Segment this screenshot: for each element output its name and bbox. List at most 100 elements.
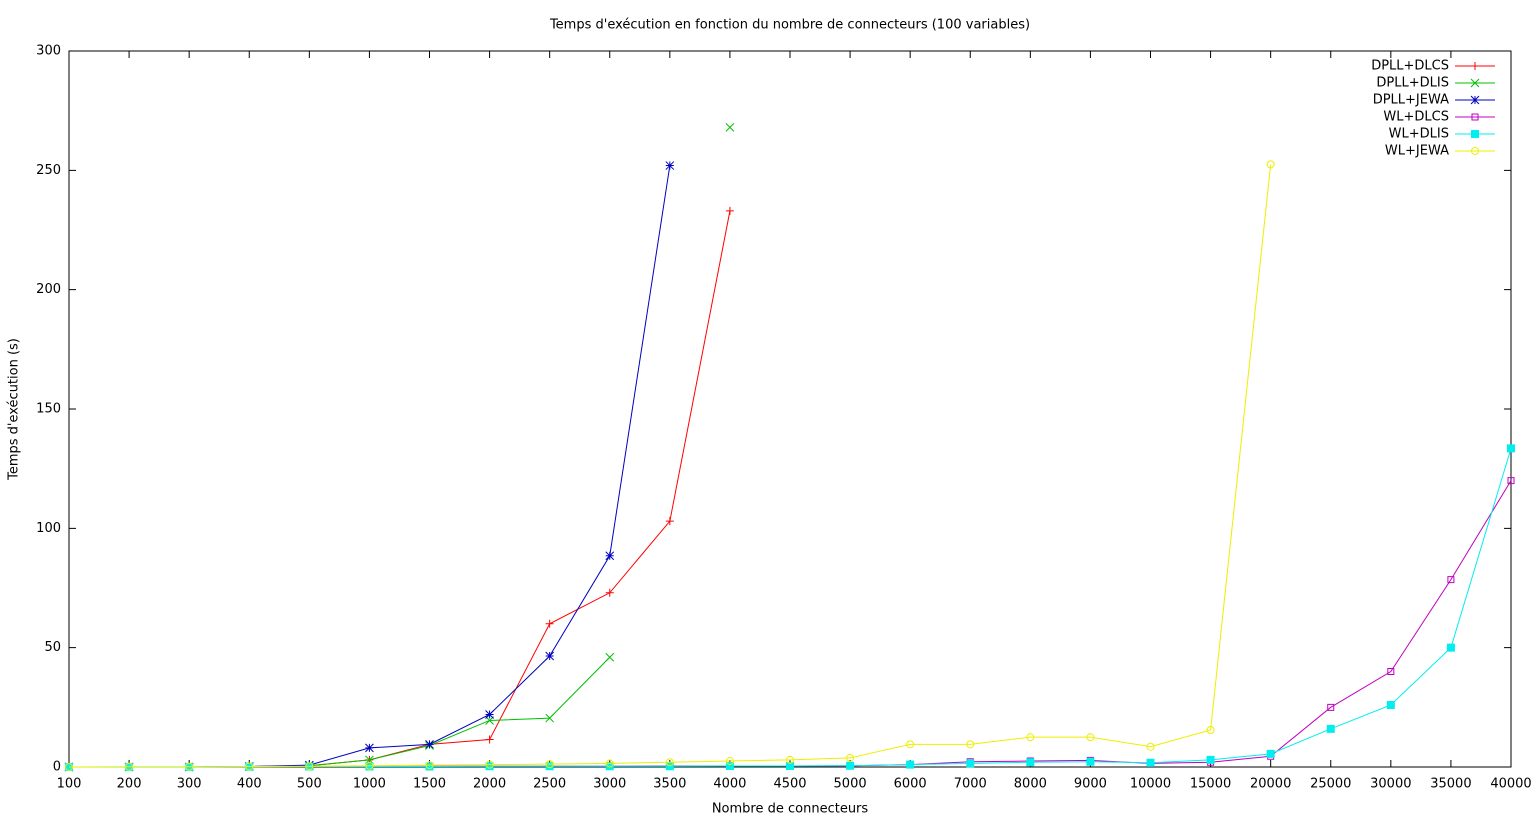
marker (605, 652, 615, 662)
x-tick-label: 1000 (353, 777, 386, 792)
x-tick-label: 300 (177, 777, 202, 792)
marker (185, 762, 194, 771)
marker (966, 759, 975, 768)
marker (725, 757, 734, 766)
marker (1326, 724, 1335, 733)
marker (1266, 160, 1275, 169)
plot-frame (68, 50, 1512, 768)
x-tick-label: 7000 (954, 777, 987, 792)
series-line (69, 127, 730, 767)
x-tick-label: 5000 (834, 777, 867, 792)
series-line (69, 480, 1512, 768)
marker (545, 651, 555, 661)
marker (665, 758, 674, 767)
marker (605, 551, 615, 561)
marker (1086, 733, 1095, 742)
x-tick-label: 500 (297, 777, 322, 792)
marker (485, 710, 494, 719)
marker (245, 762, 254, 771)
x-tick-label: 400 (237, 777, 262, 792)
marker (725, 206, 734, 215)
legend-label: WL+DLIS (1389, 127, 1449, 142)
marker (665, 762, 674, 771)
marker (665, 161, 675, 170)
marker (1470, 95, 1480, 105)
legend-label: WL+DLCS (1383, 110, 1449, 125)
legend-label: DPLL+JEWA (1373, 93, 1449, 108)
marker (65, 763, 74, 771)
marker (906, 760, 915, 769)
x-tick-label: 200 (117, 777, 142, 792)
x-tick-label: 8000 (1014, 777, 1047, 792)
marker (1471, 130, 1479, 138)
marker (1470, 78, 1480, 88)
marker (1146, 758, 1155, 767)
marker (365, 743, 374, 753)
series-line (68, 164, 1272, 768)
x-tick-label: 4500 (773, 777, 806, 792)
marker (485, 760, 494, 769)
marker (425, 761, 434, 770)
marker (1026, 733, 1035, 742)
marker (1026, 758, 1035, 767)
x-axis-label: Nombre de connecteurs (712, 802, 869, 817)
x-tick-label: 15000 (1190, 777, 1231, 792)
marker (1386, 700, 1395, 709)
legend-label: DPLL+DLIS (1376, 76, 1449, 91)
marker (1327, 703, 1335, 711)
marker (725, 123, 735, 132)
marker (605, 762, 614, 771)
marker (1146, 742, 1155, 751)
marker (1471, 62, 1479, 70)
x-tick-label: 40000 (1490, 777, 1531, 792)
x-tick-label: 25000 (1310, 777, 1351, 792)
marker (1086, 757, 1095, 766)
marker (786, 755, 795, 764)
marker (1206, 726, 1215, 734)
y-axis-label: Temps d'exécution (s) (7, 338, 22, 481)
x-tick-label: 6000 (894, 777, 927, 792)
marker (1471, 147, 1480, 155)
marker (365, 755, 374, 765)
marker (485, 735, 494, 744)
marker (305, 762, 314, 771)
marker (1471, 113, 1479, 121)
legend-label: DPLL+DLCS (1371, 59, 1449, 74)
x-tick-label: 4000 (713, 777, 746, 792)
series-line (69, 165, 671, 768)
marker (1447, 576, 1455, 584)
marker (1206, 755, 1215, 764)
marker (1507, 444, 1515, 453)
x-tick-label: 3000 (593, 777, 626, 792)
marker (786, 762, 794, 771)
y-tick-label: 250 (36, 163, 61, 178)
x-tick-label: 2500 (533, 777, 566, 792)
marker (665, 517, 674, 526)
x-tick-label: 1500 (413, 777, 446, 792)
series-line (69, 210, 731, 768)
marker (545, 619, 554, 628)
marker (846, 761, 855, 770)
y-tick-label: 200 (36, 282, 61, 297)
y-tick-label: 300 (36, 44, 61, 59)
marker (1507, 477, 1515, 485)
series-line (69, 448, 1512, 768)
marker (605, 588, 614, 597)
x-tick-label: 100 (57, 777, 82, 792)
marker (1266, 749, 1275, 758)
y-tick-label: 0 (53, 760, 61, 775)
x-tick-label: 10000 (1130, 777, 1171, 792)
marker (1387, 668, 1395, 676)
chart-title: Temps d'exécution en fonction du nombre … (549, 18, 1030, 33)
marker (425, 739, 434, 749)
marker (906, 740, 915, 749)
marker (125, 762, 134, 771)
marker (545, 713, 555, 723)
y-tick-label: 100 (36, 521, 61, 536)
y-tick-label: 50 (44, 640, 61, 655)
x-tick-label: 2000 (473, 777, 506, 792)
marker (485, 762, 494, 771)
marker (605, 759, 614, 768)
marker (1446, 643, 1455, 652)
